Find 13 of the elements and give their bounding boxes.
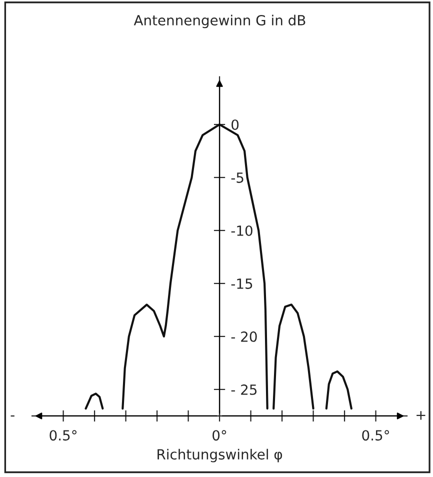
y-tick-label: -5 <box>231 172 244 183</box>
y-tick-label: - 25 <box>231 384 257 395</box>
y-tick-label: -15 <box>231 278 252 289</box>
y-tick-label: -10 <box>231 225 252 236</box>
x-tick-label: 0° <box>212 430 226 441</box>
x-axis-title: Richtungswinkel φ <box>158 448 282 462</box>
y-tick-label: 0 <box>232 119 239 130</box>
chart-title: Antennengewinn G in dB <box>134 14 306 28</box>
text: - <box>10 415 14 417</box>
text: + <box>416 411 426 420</box>
x-tick-label: 0.5° <box>362 430 389 441</box>
x-tick-label: 0.5° <box>50 430 76 441</box>
y-tick-label: - 20 <box>231 331 257 342</box>
